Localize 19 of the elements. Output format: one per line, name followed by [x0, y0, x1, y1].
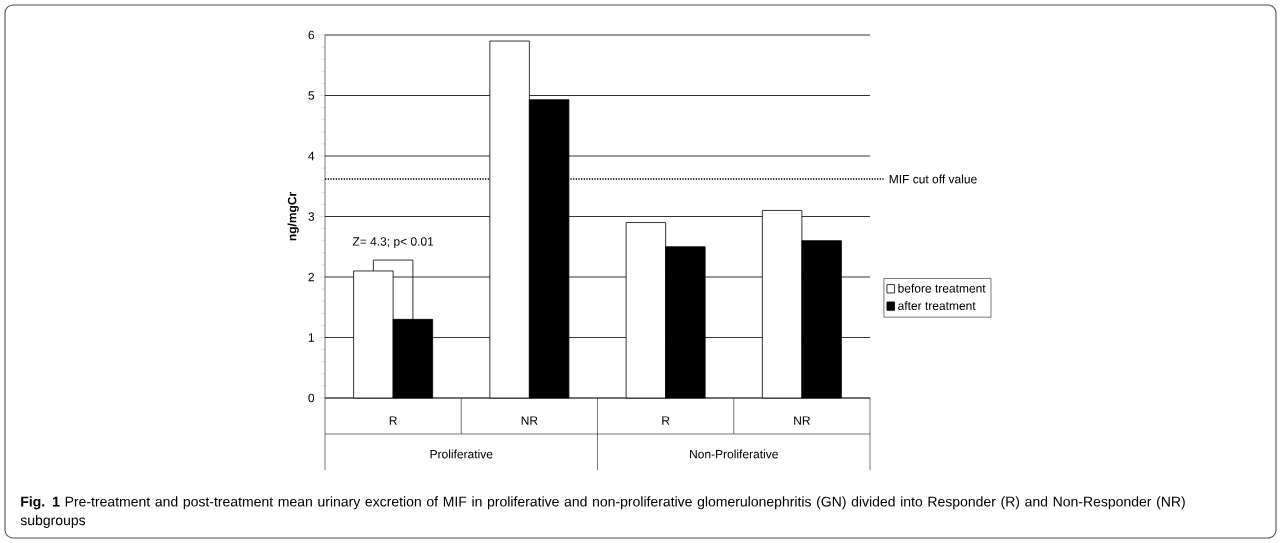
x-tick-label: NR	[794, 416, 810, 425]
text: Non-Proliferative	[690, 449, 778, 459]
y-tick-label: 0	[308, 393, 315, 403]
y-tick-label: 2	[308, 272, 314, 282]
legend-label: before treatment	[898, 283, 986, 293]
y-tick-label: 5	[308, 91, 315, 100]
y-tick-label: 1	[308, 333, 315, 342]
y-tick-label: 4	[308, 151, 315, 161]
ref-line-label: MIF cut off value	[889, 174, 977, 184]
x-tick-label: R	[389, 416, 397, 425]
text: Fig. 1 Pre-treatment and post-treatment mean urinary excretion of MIF in proliferative and non-proliferative glomerulonephritis (GN) divided into Responder (R) and Non-Responder (NR) subgroups	[20, 496, 1185, 528]
text: Proliferative	[430, 449, 493, 459]
annotation: Z= 4.3; p< 0.01	[352, 237, 434, 249]
y-axis-title: ng/mgCr	[287, 192, 299, 241]
y-tick-label: 6	[308, 30, 315, 40]
x-tick-label: R	[662, 416, 670, 425]
legend-label: after treatment	[898, 301, 976, 310]
y-tick-label: 3	[308, 212, 315, 221]
x-tick-label: NR	[521, 416, 538, 425]
